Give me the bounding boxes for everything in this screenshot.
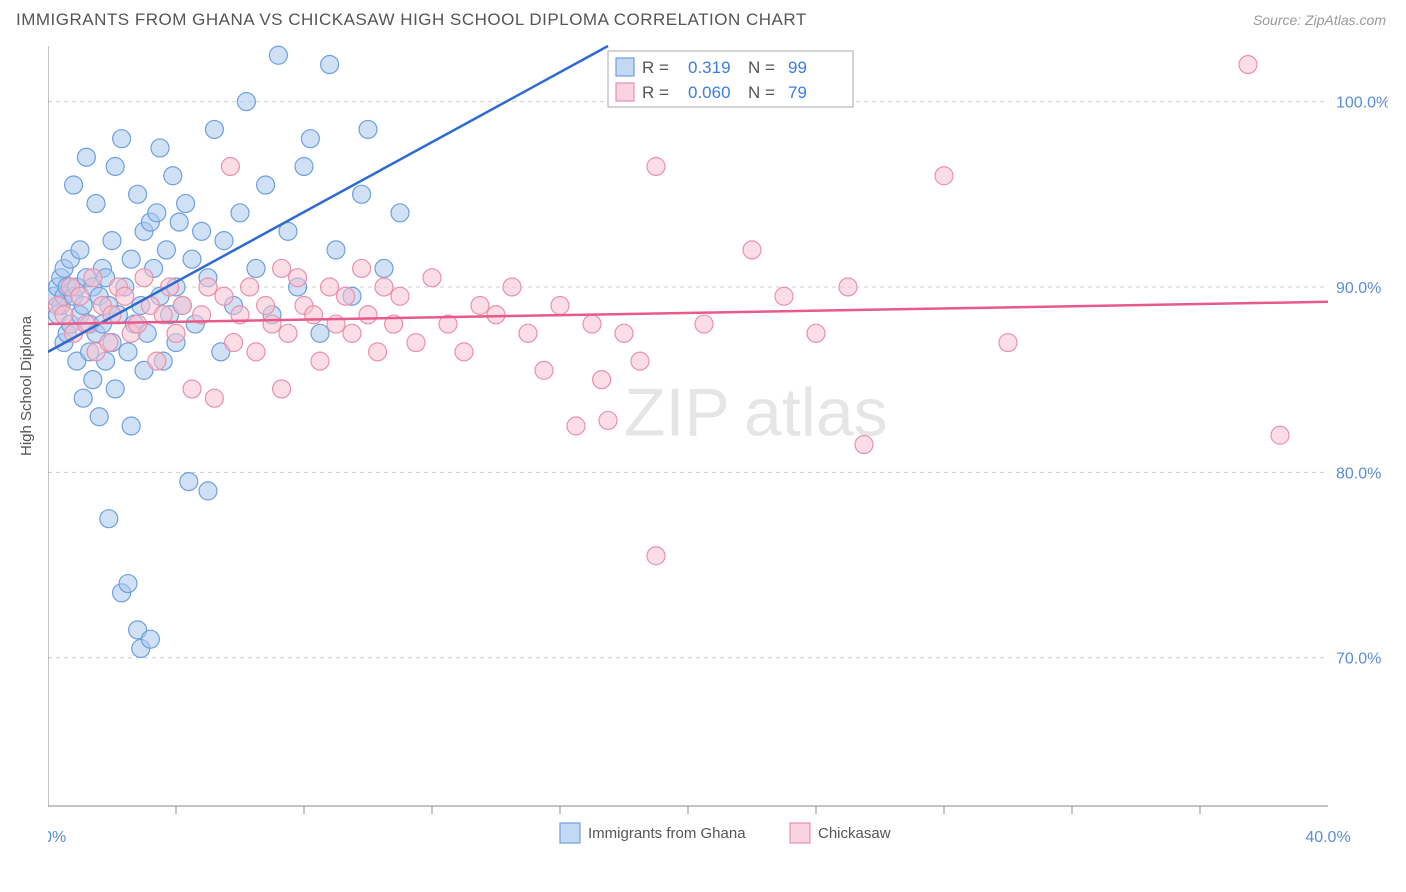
chart-area: High School Diploma 70.0% 80.0% 90.0% 100.0… [0,36,1406,886]
svg-text:Chickasaw: Chickasaw [818,825,891,842]
svg-text:0.060: 0.060 [688,83,731,102]
svg-text:N =: N = [748,58,775,77]
svg-text:40.0%: 40.0% [1305,829,1350,846]
svg-text:Immigrants from Ghana: Immigrants from Ghana [588,825,746,842]
y-axis-label: High School Diploma [18,316,35,456]
scatter-plot: 70.0%80.0%90.0%100.0%0.0%40.0%ZIPatlasR … [48,36,1388,846]
chart-header: IMMIGRANTS FROM GHANA VS CHICKASAW HIGH … [0,0,1406,36]
svg-text:0.0%: 0.0% [48,829,66,846]
svg-text:80.0%: 80.0% [1336,465,1381,482]
svg-text:90.0%: 90.0% [1336,280,1381,297]
chart-title: IMMIGRANTS FROM GHANA VS CHICKASAW HIGH … [16,10,807,30]
chart-source: Source: ZipAtlas.com [1253,12,1386,28]
svg-text:R =: R = [642,58,669,77]
svg-text:ZIP: ZIP [624,374,730,450]
svg-text:R =: R = [642,83,669,102]
svg-text:79: 79 [788,83,807,102]
svg-text:100.0%: 100.0% [1336,95,1388,112]
svg-text:N =: N = [748,83,775,102]
svg-text:99: 99 [788,58,807,77]
svg-text:70.0%: 70.0% [1336,651,1381,668]
svg-text:0.319: 0.319 [688,58,731,77]
